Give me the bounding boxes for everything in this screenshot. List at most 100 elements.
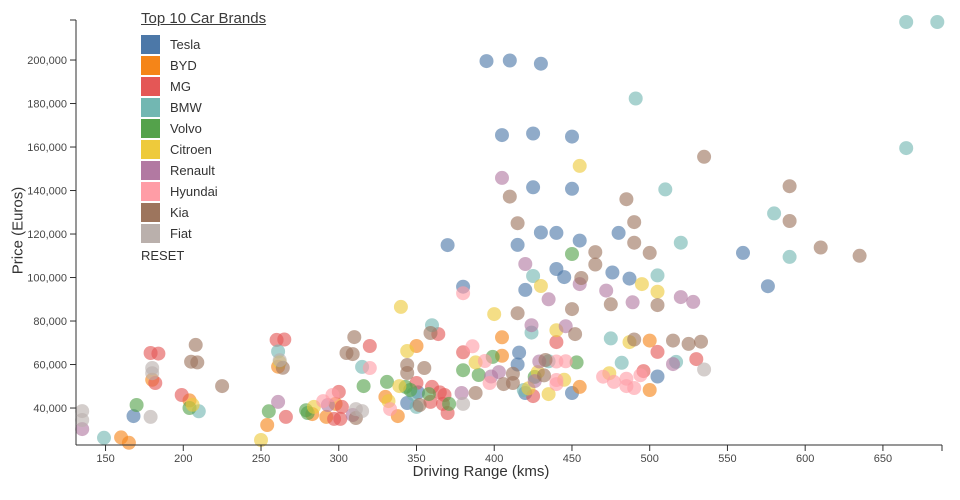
data-point-byd[interactable] (572, 379, 587, 394)
data-point-tesla[interactable] (611, 225, 626, 240)
data-point-mg[interactable] (333, 411, 348, 426)
data-point-tesla[interactable] (512, 345, 527, 360)
reset-button[interactable]: RESET (141, 248, 185, 263)
data-point-kia[interactable] (588, 245, 603, 260)
data-point-kia[interactable] (565, 302, 579, 317)
data-point-kia[interactable] (505, 376, 520, 390)
data-point-kia[interactable] (603, 297, 618, 312)
data-point-kia[interactable] (510, 216, 525, 231)
data-point-hyundai[interactable] (482, 376, 497, 390)
data-point-byd[interactable] (121, 435, 136, 450)
data-point-kia[interactable] (412, 398, 427, 412)
data-point-tesla[interactable] (495, 128, 509, 143)
data-point-hyundai[interactable] (549, 377, 564, 392)
data-point-kia[interactable] (468, 386, 483, 400)
data-point-fiat[interactable] (697, 362, 712, 377)
data-point-volvo[interactable] (261, 404, 276, 419)
data-point-tesla[interactable] (549, 225, 564, 240)
data-point-renault[interactable] (599, 283, 614, 298)
data-point-bmw[interactable] (767, 206, 782, 221)
legend-item-hyundai[interactable]: Hyundai (141, 181, 266, 202)
data-point-fiat[interactable] (355, 404, 370, 419)
data-point-kia[interactable] (345, 347, 360, 362)
data-point-mg[interactable] (334, 399, 349, 414)
data-point-kia[interactable] (588, 257, 603, 272)
data-point-mg[interactable] (362, 339, 377, 353)
data-point-bmw[interactable] (899, 141, 914, 156)
data-point-bmw[interactable] (673, 235, 688, 250)
data-point-mg[interactable] (549, 335, 564, 350)
data-point-tesla[interactable] (440, 238, 455, 253)
data-point-bmw[interactable] (899, 15, 914, 29)
data-point-kia[interactable] (538, 353, 553, 367)
data-point-byd[interactable] (495, 330, 509, 345)
data-point-renault[interactable] (686, 294, 701, 309)
data-point-citroen[interactable] (392, 379, 407, 394)
data-point-kia[interactable] (666, 333, 680, 348)
data-point-kia[interactable] (627, 215, 642, 230)
data-point-mg[interactable] (151, 346, 166, 361)
data-point-volvo[interactable] (569, 355, 584, 370)
data-point-kia[interactable] (697, 149, 712, 164)
data-point-hyundai[interactable] (362, 361, 377, 375)
data-point-mg[interactable] (650, 344, 665, 359)
data-point-citroen[interactable] (487, 307, 502, 322)
data-point-mg[interactable] (689, 352, 704, 367)
data-point-kia[interactable] (694, 334, 708, 349)
data-point-renault[interactable] (541, 292, 556, 307)
legend-item-mg[interactable]: MG (141, 76, 266, 97)
data-point-kia[interactable] (190, 355, 205, 370)
data-point-volvo[interactable] (471, 368, 486, 382)
data-point-renault[interactable] (673, 290, 688, 305)
data-point-kia[interactable] (347, 330, 362, 345)
data-point-hyundai[interactable] (316, 394, 331, 409)
data-point-tesla[interactable] (533, 225, 548, 240)
data-point-kia[interactable] (417, 361, 432, 375)
legend-item-renault[interactable]: Renault (141, 160, 266, 181)
data-point-citroen[interactable] (650, 284, 665, 299)
data-point-volvo[interactable] (442, 396, 457, 411)
data-point-mg[interactable] (278, 409, 293, 424)
data-point-hyundai[interactable] (477, 354, 492, 368)
data-point-volvo[interactable] (456, 363, 471, 378)
data-point-renault[interactable] (558, 319, 573, 334)
data-point-bmw[interactable] (603, 331, 618, 346)
data-point-kia[interactable] (502, 189, 517, 204)
data-point-kia[interactable] (642, 245, 657, 260)
data-point-fiat[interactable] (145, 366, 160, 381)
data-point-hyundai[interactable] (627, 381, 642, 395)
data-point-volvo[interactable] (380, 374, 394, 389)
legend-item-bmw[interactable]: BMW (141, 97, 266, 118)
data-point-citroen[interactable] (634, 277, 649, 292)
data-point-fiat[interactable] (272, 353, 287, 368)
data-point-kia[interactable] (852, 248, 867, 263)
data-point-tesla[interactable] (533, 56, 548, 71)
data-point-tesla[interactable] (526, 126, 541, 141)
data-point-volvo[interactable] (403, 383, 418, 397)
data-point-bmw[interactable] (930, 15, 945, 29)
data-point-hyundai[interactable] (456, 286, 471, 301)
data-point-kia[interactable] (423, 326, 438, 340)
data-point-tesla[interactable] (126, 409, 141, 424)
data-point-volvo[interactable] (356, 379, 371, 394)
data-point-citroen[interactable] (400, 344, 415, 358)
data-point-kia[interactable] (619, 192, 634, 207)
data-point-tesla[interactable] (622, 271, 637, 286)
data-point-kia[interactable] (782, 214, 797, 228)
data-point-bmw[interactable] (97, 430, 111, 445)
data-point-kia[interactable] (782, 179, 797, 194)
data-point-citroen[interactable] (572, 158, 587, 173)
data-point-renault[interactable] (524, 318, 539, 333)
legend-item-byd[interactable]: BYD (141, 55, 266, 76)
data-point-bmw[interactable] (614, 355, 629, 370)
data-point-tesla[interactable] (502, 53, 517, 68)
data-point-fiat[interactable] (456, 396, 471, 411)
data-point-citroen[interactable] (185, 397, 200, 412)
data-point-tesla[interactable] (526, 180, 541, 195)
data-point-fiat[interactable] (75, 413, 90, 427)
data-point-fiat[interactable] (143, 409, 158, 424)
data-point-citroen[interactable] (533, 279, 548, 293)
data-point-kia[interactable] (188, 337, 203, 352)
data-point-kia[interactable] (650, 298, 665, 313)
data-point-tesla[interactable] (650, 369, 665, 384)
